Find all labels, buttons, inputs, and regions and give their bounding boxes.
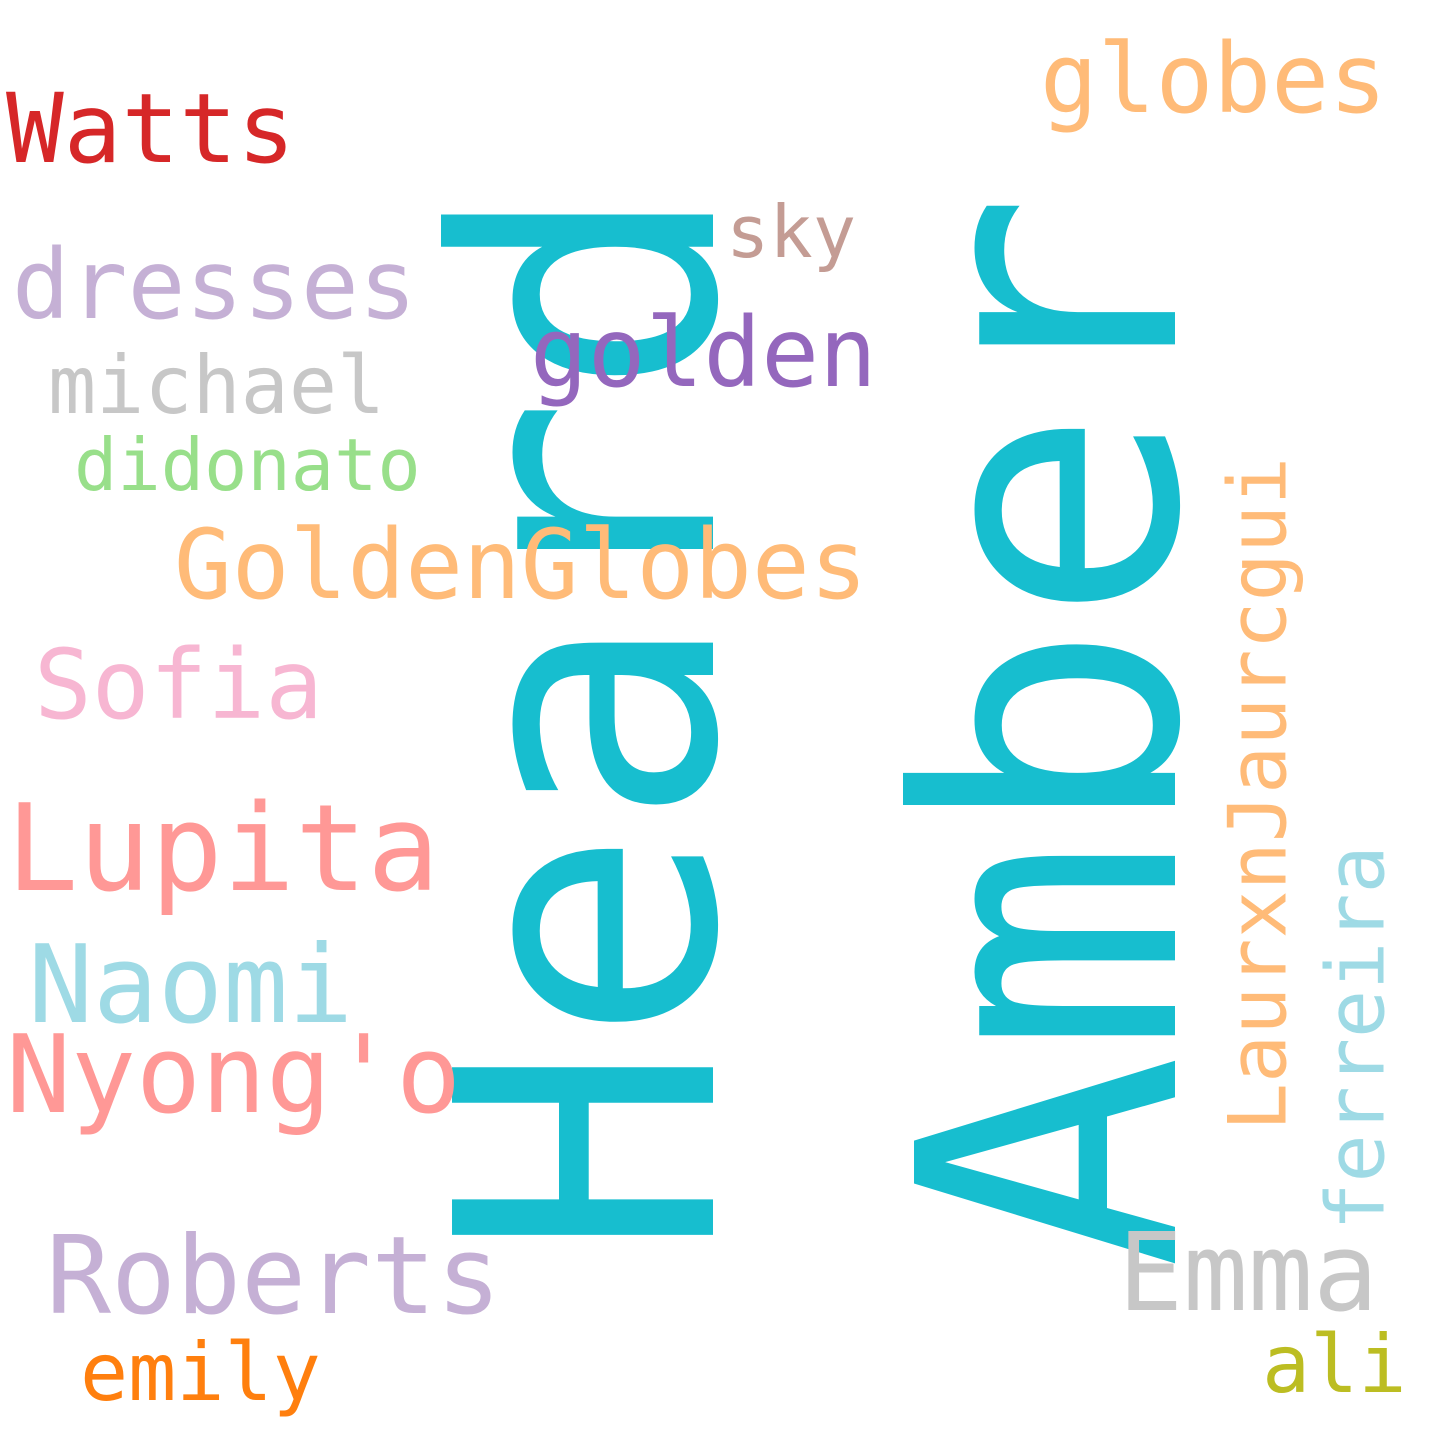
word-golden: golden	[530, 297, 877, 409]
word-laurxnjaurcgui: LaurxnJaurcgui	[1212, 457, 1305, 1131]
word-didonato: didonato	[74, 423, 421, 507]
word-goldenglobes: GoldenGlobes	[174, 509, 868, 621]
word-amber: Amber	[844, 192, 1260, 1270]
word-nyongo: Nyong'o	[6, 1013, 461, 1138]
word-naomi: Naomi	[28, 923, 353, 1048]
word-emily: emily	[80, 1326, 321, 1419]
word-sofia: Sofia	[34, 629, 323, 741]
word-sky: sky	[726, 190, 856, 274]
word-ferreira: ferreira	[1310, 845, 1403, 1230]
word-watts: Watts	[6, 73, 295, 185]
word-roberts: Roberts	[46, 1214, 501, 1339]
word-heard: Heard	[382, 181, 798, 1259]
word-ali: ali	[1262, 1318, 1407, 1411]
word-globes: globes	[1040, 23, 1387, 135]
word-michael: michael	[48, 339, 385, 432]
word-dresses: dresses	[12, 229, 417, 341]
word-lupita: Lupita	[6, 780, 439, 919]
word-emma: Emma	[1118, 1211, 1378, 1336]
